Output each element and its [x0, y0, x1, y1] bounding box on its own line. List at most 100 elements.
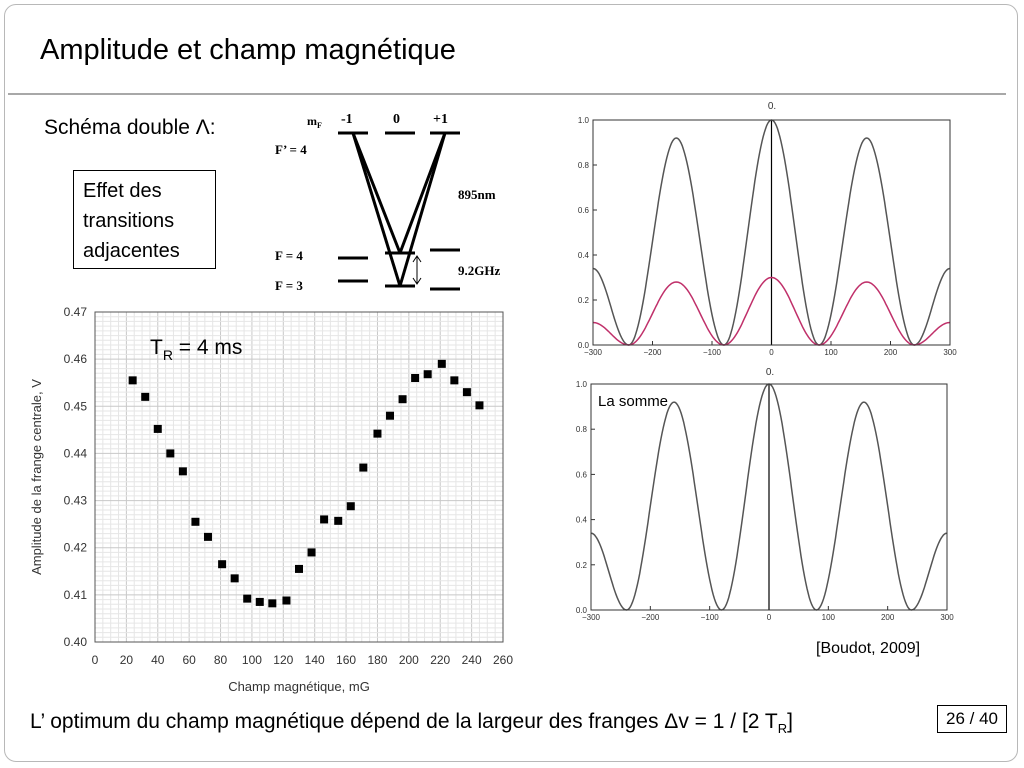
sum-chart-y-tick-label: 0.2 — [576, 561, 588, 570]
level-f3: F = 3 — [275, 278, 303, 293]
fringe-chart-sum: 0. −300 −200 −100 0 100 200 300 0.0 0.2 0.4 0.6 0.8… — [576, 367, 954, 622]
sum-chart-x-tick-label: −100 — [701, 613, 720, 622]
scatter-y-tick-label: 0.43 — [64, 494, 88, 508]
scatter-x-tick-label: 100 — [242, 653, 262, 667]
scatter-x-tick-label: 140 — [305, 653, 325, 667]
scatter-point — [203, 532, 212, 541]
top-chart-series — [592, 119, 951, 346]
top-chart-title: 0. — [768, 101, 776, 112]
scatter-point — [295, 564, 303, 573]
sum-chart-title: 0. — [766, 367, 774, 378]
mf-label: mF — [307, 114, 322, 130]
scatter-point — [320, 515, 329, 524]
note-line-1: Effet des — [83, 180, 162, 202]
scatter-y-tick-label: 0.47 — [64, 305, 88, 319]
scatter-x-tick-label: 240 — [462, 653, 482, 667]
scatter-point — [462, 388, 471, 397]
scatter-point — [373, 429, 382, 438]
top-chart-x-tick-label: 100 — [824, 348, 838, 357]
schema-label: Schéma double Λ: — [44, 116, 216, 139]
top-chart-y-tick-label: 0.8 — [578, 161, 590, 170]
citation: [Boudot, 2009] — [816, 640, 921, 657]
sum-chart-y-tick-label: 0.8 — [576, 425, 588, 434]
scatter-point — [282, 596, 291, 605]
scatter-point — [128, 376, 137, 385]
scatter-point — [423, 370, 432, 379]
tr-label: TR = 4 ms — [150, 336, 242, 363]
scatter-x-tick-label: 260 — [493, 653, 513, 667]
scatter-x-tick-label: 220 — [430, 653, 450, 667]
top-chart-x-tick-label: 0 — [769, 348, 774, 357]
scatter-point — [141, 392, 150, 401]
level-f4: F = 4 — [275, 248, 303, 263]
scatter-ylabel: Amplitude de la frange centrale, V — [29, 379, 44, 575]
sum-chart-x-tick-label: 300 — [940, 613, 954, 622]
title-divider — [8, 93, 1006, 95]
splitting-label: 9.2GHz — [458, 263, 500, 278]
scatter-point — [255, 597, 264, 606]
top-chart-ticks: −300 −200 −100 0 100 200 300 0.0 0.2 0.4 0.6 0.8 1.0 — [578, 116, 957, 357]
top-chart-y-tick-label: 1.0 — [578, 116, 590, 125]
splitting-arrow — [412, 255, 422, 285]
scatter-point — [307, 548, 316, 557]
amplitude-chart: 0 20 40 60 80 100 120 140 160 180 200 220 240 260 0.40… — [29, 305, 514, 694]
scatter-y-tick-label: 0.42 — [64, 541, 88, 555]
top-chart-y-tick-label: 0.0 — [578, 341, 590, 350]
scatter-point — [178, 467, 187, 476]
note-line-2: transitions — [83, 210, 175, 232]
scatter-y-tick-label: 0.45 — [64, 399, 88, 413]
scatter-xlabel: Champ magnétique, mG — [228, 679, 370, 694]
top-chart-series-1 — [592, 276, 951, 346]
top-chart-y-tick-label: 0.6 — [578, 206, 590, 215]
sum-chart-y-tick-label: 1.0 — [576, 380, 588, 389]
scatter-plot-frame — [94, 311, 504, 643]
scatter-x-tick-label: 200 — [399, 653, 419, 667]
scatter-point — [243, 594, 252, 603]
conclusion-text: L’ optimum du champ magnétique dépend de… — [30, 710, 793, 737]
sum-chart-y-tick-label: 0.6 — [576, 470, 588, 479]
scatter-grid — [94, 311, 504, 643]
sum-chart-x-tick-label: −300 — [582, 613, 601, 622]
scatter-x-tick-label: 20 — [120, 653, 134, 667]
sum-label: La somme — [598, 393, 668, 410]
top-chart-x-tick-label: −300 — [584, 348, 603, 357]
scatter-point — [166, 449, 175, 458]
mf-value-pos1: +1 — [433, 112, 448, 127]
sum-chart-x-tick-label: 200 — [881, 613, 895, 622]
top-chart-frame — [592, 119, 951, 346]
scatter-tick-labels: 0 20 40 60 80 100 120 140 160 180 200 220 240 260 0.40… — [64, 305, 514, 667]
page-number: 26 / 40 — [937, 705, 1007, 733]
scatter-x-tick-label: 120 — [273, 653, 293, 667]
scatter-x-tick-label: 160 — [336, 653, 356, 667]
slide-title: Amplitude et champ magnétique — [40, 34, 456, 66]
scatter-point — [153, 424, 162, 433]
scatter-point — [268, 599, 277, 608]
sum-chart-y-tick-label: 0.4 — [576, 516, 588, 525]
scatter-point — [411, 374, 420, 382]
scatter-x-tick-label: 60 — [182, 653, 196, 667]
slide-frame — [4, 4, 1018, 762]
scatter-y-tick-label: 0.46 — [64, 352, 88, 366]
level-fprime4: F’ = 4 — [275, 142, 307, 157]
note-box: Effet des transitions adjacentes — [73, 170, 216, 269]
scatter-point — [359, 463, 368, 472]
scatter-point — [450, 376, 459, 385]
scatter-point — [191, 517, 200, 526]
sum-chart-frame — [590, 383, 948, 611]
scatter-point — [230, 574, 239, 583]
scatter-point — [334, 516, 343, 525]
mf-value-0: 0 — [393, 112, 400, 127]
top-chart-y-tick-label: 0.2 — [578, 296, 590, 305]
scatter-point — [346, 502, 355, 511]
sum-chart-series — [590, 383, 948, 611]
sum-chart-ticks: −300 −200 −100 0 100 200 300 0.0 0.2 0.4 0.6 0.8 1.0 — [576, 380, 954, 622]
transition-lines — [351, 132, 447, 287]
scatter-x-tick-label: 40 — [151, 653, 165, 667]
scatter-y-tick-label: 0.41 — [64, 588, 88, 602]
scatter-point — [475, 401, 484, 410]
scatter-point — [218, 560, 227, 569]
fringe-chart-top: 0. −300 −200 −100 0 100 200 300 0.0 0.2 0.4 0.6 0.8… — [578, 101, 957, 357]
top-chart-x-tick-label: −200 — [643, 348, 662, 357]
sublevels — [338, 131, 460, 291]
top-chart-x-tick-label: −100 — [703, 348, 722, 357]
